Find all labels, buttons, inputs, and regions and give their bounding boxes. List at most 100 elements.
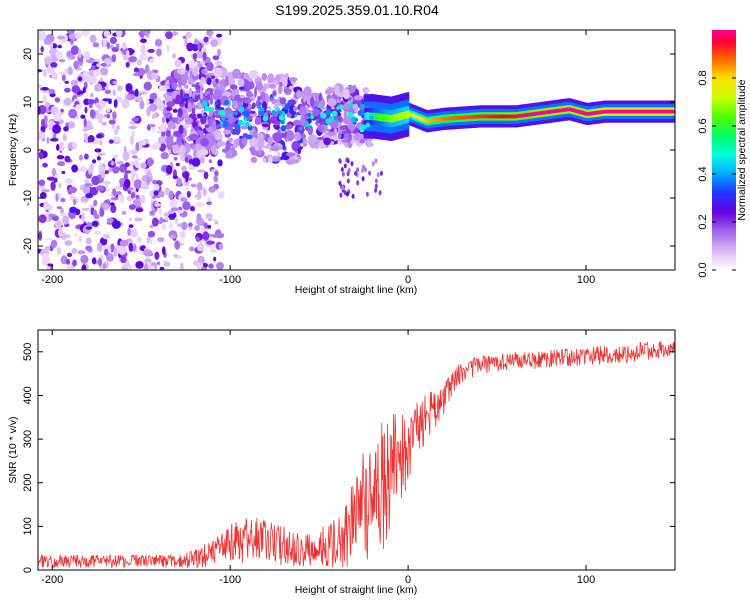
spectrogram-cell	[135, 142, 140, 152]
spectrogram-cell	[43, 38, 52, 45]
spectrogram-cell	[318, 92, 323, 103]
spectrogram-cell	[102, 234, 111, 240]
spectrogram-cell	[58, 182, 62, 189]
spectrogram-cell	[95, 113, 105, 121]
spectrogram-cell	[79, 166, 88, 172]
spectrogram-cell	[389, 115, 392, 123]
spectrogram-cell	[154, 251, 160, 260]
spectrogram-cell	[112, 89, 117, 97]
spectrogram-cell	[49, 138, 59, 142]
spectrogram-cell	[68, 108, 78, 119]
spectrogram-cell	[55, 193, 59, 202]
spectrogram-cell	[164, 215, 169, 221]
spectrogram-cell	[175, 94, 182, 104]
snr-series-line	[38, 341, 675, 569]
spectrogram-cell	[331, 110, 338, 117]
spectrogram-cell	[233, 111, 239, 116]
spectrogram-cell	[363, 112, 366, 121]
spectrogram-cell	[240, 125, 248, 130]
spectrogram-cell	[187, 102, 192, 113]
spectrogram-cells	[38, 30, 675, 270]
spectrogram-cell	[64, 240, 73, 246]
spectrogram-cell	[268, 144, 272, 153]
spectrogram-cell	[80, 114, 86, 119]
spectrogram-cell	[541, 111, 544, 115]
spectrogram-cell	[300, 143, 304, 147]
spectrogram-cell	[178, 144, 186, 156]
spectrogram-cell	[197, 169, 206, 173]
spectrogram-cell	[653, 109, 656, 114]
spectrogram-cell	[176, 177, 183, 186]
spectrogram-cell	[184, 156, 189, 163]
spectrogram-cell	[255, 84, 264, 91]
spectrogram-cell	[93, 230, 102, 236]
spectrogram-cell	[533, 112, 536, 116]
spectrogram-cell	[158, 207, 162, 216]
spectrogram-cell	[202, 231, 210, 242]
spectrogram-cell	[221, 116, 225, 121]
spectrogram-cell	[616, 109, 619, 114]
colorbar-tick-label: 0.2	[697, 214, 709, 229]
spectrogram-cell	[272, 109, 275, 113]
spectrogram-cell	[40, 45, 44, 53]
spectrogram-cell	[131, 131, 135, 138]
spectrogram-cell	[153, 142, 161, 150]
spectrogram-cell	[168, 190, 174, 201]
spectrogram-cell	[634, 109, 637, 114]
spectrogram-cell	[158, 136, 167, 144]
spectrogram-cell	[221, 148, 228, 153]
spectrogram-cell	[38, 152, 44, 160]
spectrogram-cell	[225, 75, 229, 86]
spectrogram-cell	[69, 54, 76, 60]
spectrogram-cell	[80, 254, 89, 264]
spectrogram-cell	[197, 41, 201, 51]
spectrogram-cell	[217, 191, 225, 199]
y-tick-label: 200	[22, 474, 34, 492]
spectrogram-cell	[216, 33, 223, 38]
spectrogram-cell	[613, 109, 616, 114]
spectrogram-cell	[343, 111, 348, 118]
spectrogram-cell	[341, 139, 350, 143]
spectrogram-cell	[113, 136, 121, 143]
spectrogram-cell	[655, 109, 658, 114]
spectrogram-cell	[43, 94, 47, 104]
spectrogram-cell	[88, 75, 97, 84]
spectrogram-cell	[456, 116, 459, 120]
spectrogram-cell	[197, 190, 202, 199]
spectrogram-cell	[346, 178, 350, 184]
spectrogram-cell	[54, 219, 62, 230]
spectrogram-cell	[334, 85, 340, 96]
spectrogram-cell	[257, 96, 262, 100]
spectrogram-cell	[366, 123, 371, 128]
spectrogram-cell	[206, 201, 212, 205]
spectrogram-cell	[131, 117, 139, 122]
spectrogram-cell	[84, 135, 89, 144]
spectrogram-cell	[85, 193, 94, 199]
spectrogram-cell	[70, 45, 79, 55]
spectrogram-cell	[68, 32, 76, 40]
x-tick-label: 0	[405, 574, 411, 586]
spectrogram-cell	[502, 114, 506, 119]
spectrogram-cell	[366, 142, 374, 148]
spectrogram-cell	[470, 115, 474, 119]
spectrogram-cell	[58, 228, 64, 238]
spectrogram-cell	[184, 142, 191, 154]
spectrogram-cell	[602, 110, 605, 114]
spectrogram-cell	[180, 262, 184, 270]
y-tick-label: 10	[22, 96, 34, 108]
spectrogram-cell	[90, 93, 94, 98]
spectrogram-cell	[112, 80, 118, 85]
spectrogram-cell	[656, 109, 660, 114]
spectrogram-cell	[128, 242, 134, 252]
spectrogram-cell	[607, 109, 610, 114]
spectrogram-cell	[327, 132, 336, 136]
spectrogram-cell	[49, 42, 54, 50]
spectrogram-cell	[626, 109, 629, 114]
spectrogram-cell	[41, 86, 49, 91]
spectrogram-cell	[39, 192, 47, 199]
spectrogram-cell	[110, 197, 119, 201]
spectrogram-cell	[325, 125, 328, 128]
spectrogram-cell	[268, 83, 277, 89]
spectrogram-cell	[424, 118, 427, 123]
spectrogram-cell	[38, 131, 45, 141]
